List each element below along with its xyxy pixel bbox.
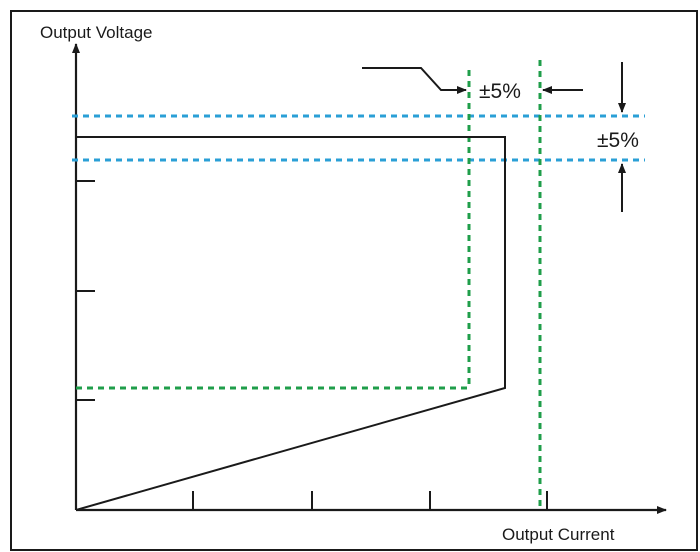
current-tolerance-arrow-left bbox=[362, 67, 467, 94]
current-tolerance-label: ±5% bbox=[479, 80, 521, 103]
voltage-tolerance-label: ±5% bbox=[597, 129, 639, 152]
x-axis-label: Output Current bbox=[502, 525, 615, 544]
y-axis-label: Output Voltage bbox=[40, 23, 152, 42]
diagram-frame bbox=[10, 10, 698, 551]
vi-curve bbox=[75, 136, 506, 511]
